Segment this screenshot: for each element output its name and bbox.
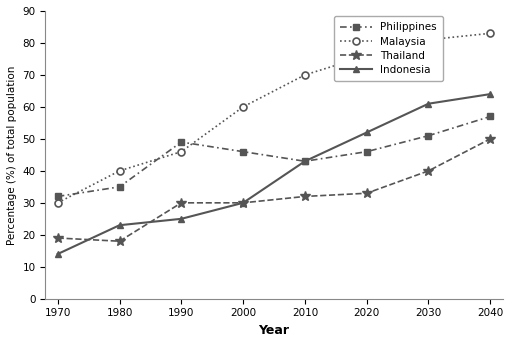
Line: Thailand: Thailand (53, 134, 495, 246)
Malaysia (55, 201, 61, 205)
Indonesia (116, 223, 122, 227)
Indonesia (302, 159, 308, 163)
Philippines (302, 159, 308, 163)
Y-axis label: Percentage (%) of total population: Percentage (%) of total population (7, 65, 17, 245)
Thailand (240, 201, 246, 205)
Thailand (178, 201, 184, 205)
Philippines (364, 150, 370, 154)
Line: Philippines: Philippines (55, 114, 494, 200)
Thailand (364, 191, 370, 195)
Philippines (116, 185, 122, 189)
Malaysia (425, 37, 432, 42)
Line: Malaysia: Malaysia (54, 30, 494, 206)
Thailand (55, 236, 61, 240)
Thailand (425, 169, 432, 173)
Philippines (55, 194, 61, 198)
Philippines (178, 140, 184, 144)
Indonesia (240, 201, 246, 205)
Indonesia (487, 92, 494, 96)
Malaysia (487, 31, 494, 35)
Thailand (116, 239, 122, 243)
Malaysia (364, 54, 370, 58)
Philippines (425, 133, 432, 138)
Legend: Philippines, Malaysia, Thailand, Indonesia: Philippines, Malaysia, Thailand, Indones… (334, 16, 443, 81)
Malaysia (116, 169, 122, 173)
Philippines (487, 115, 494, 119)
Thailand (302, 194, 308, 198)
Indonesia (55, 252, 61, 256)
Malaysia (178, 150, 184, 154)
Thailand (487, 137, 494, 141)
Malaysia (240, 105, 246, 109)
X-axis label: Year: Year (259, 324, 289, 337)
Malaysia (302, 73, 308, 77)
Indonesia (425, 101, 432, 106)
Indonesia (364, 130, 370, 135)
Indonesia (178, 217, 184, 221)
Philippines (240, 150, 246, 154)
Line: Indonesia: Indonesia (54, 90, 494, 257)
